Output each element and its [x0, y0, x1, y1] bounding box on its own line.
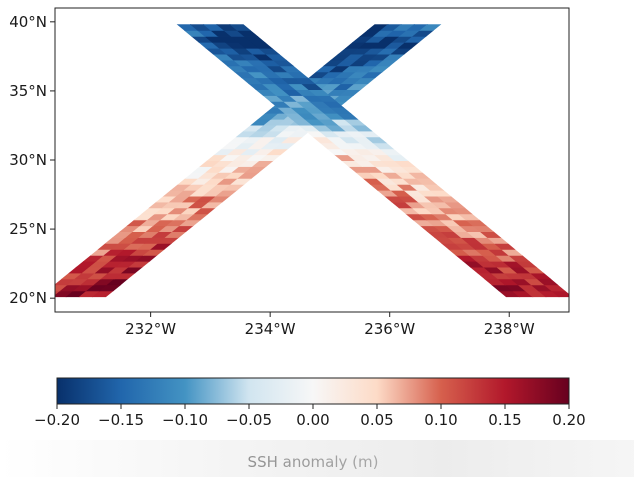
y-tick-label: 35°N [9, 82, 47, 100]
colorbar: −0.20 −0.15 −0.10 −0.05 0.00 0.05 0.10 0.15 0.20… [34, 377, 586, 471]
colorbar-tick-label: 0.20 [552, 411, 585, 429]
colorbar-tick-label: −0.15 [98, 411, 144, 429]
y-tick-label: 25°N [9, 220, 47, 238]
colorbar-tick-label: 0.00 [296, 411, 329, 429]
ssh-cell [419, 24, 442, 31]
colorbar-tick-label: −0.10 [162, 411, 208, 429]
map-panel: 232°W 234°W 236°W 238°W 20°N 25°N 30°N 35°N 40°… [9, 7, 570, 338]
swath-1 [55, 24, 442, 298]
colorbar-axis: −0.20 −0.15 −0.10 −0.05 0.00 0.05 0.10 0.15 0.20 [34, 404, 586, 429]
y-tick-label: 40°N [9, 13, 47, 31]
y-tick-label: 20°N [9, 289, 47, 307]
x-tick-label: 238°W [484, 320, 535, 338]
map-x-axis: 232°W 234°W 236°W 238°W [125, 312, 535, 338]
x-tick-label: 236°W [364, 320, 415, 338]
y-tick-label: 30°N [9, 151, 47, 169]
colorbar-tick-label: −0.05 [226, 411, 272, 429]
ssh-cell [229, 24, 252, 31]
colorbar-tick-label: 0.10 [424, 411, 457, 429]
colorbar-bar [57, 378, 569, 404]
colorbar-label: SSH anomaly (m) [248, 453, 379, 471]
colorbar-tick-label: −0.20 [34, 411, 80, 429]
swath-2 [176, 24, 569, 298]
colorbar-tick-label: 0.15 [488, 411, 521, 429]
swath-layer [55, 24, 569, 298]
x-tick-label: 234°W [245, 320, 296, 338]
x-tick-label: 232°W [125, 320, 176, 338]
colorbar-tick-label: 0.05 [360, 411, 393, 429]
map-y-axis: 20°N 25°N 30°N 35°N 40°N [9, 13, 55, 307]
